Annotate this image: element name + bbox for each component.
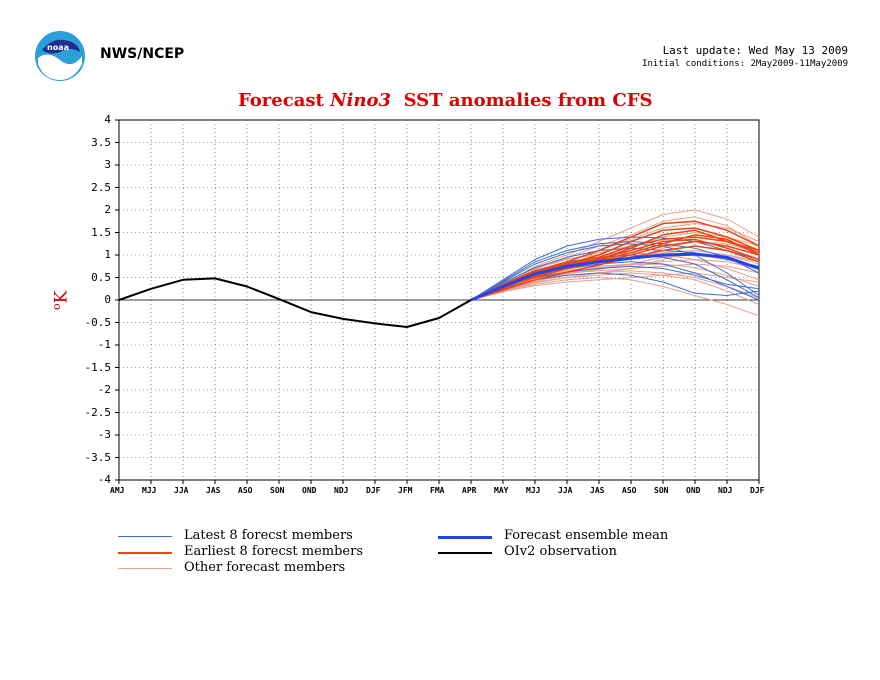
- y-tick-label: 3.5: [91, 135, 111, 149]
- earliest-member-line: [470, 234, 760, 301]
- x-tick-label: JJA: [558, 486, 573, 495]
- x-tick-label: AMJ: [110, 486, 125, 495]
- initial-conditions-text: Initial conditions: 2May2009-11May2009: [642, 59, 848, 69]
- earliest-member-line: [470, 236, 760, 301]
- noaa-logo: noaa: [34, 30, 86, 82]
- x-tick-label: OND: [302, 486, 317, 495]
- observation-line: [118, 277, 472, 328]
- latest-member-line: [470, 243, 760, 301]
- title-part2: SST anomalies from CFS: [403, 90, 653, 111]
- last-update-text: Last update: Wed May 13 2009: [662, 44, 848, 57]
- y-tick-label: 1.5: [91, 225, 111, 239]
- y-tick-label: 2: [104, 203, 111, 216]
- x-tick-label: NDJ: [718, 486, 733, 495]
- x-tick-label: ASO: [238, 486, 253, 495]
- y-tick-label: 2.5: [91, 180, 111, 194]
- y-tick-label: -0.5: [84, 315, 112, 329]
- title-italic: Nino3: [330, 90, 392, 111]
- organization-label: NWS/NCEP: [100, 46, 185, 62]
- legend-earliest-line: [118, 552, 172, 554]
- y-tick-label: -4: [97, 473, 111, 486]
- earliest-member-line: [470, 220, 760, 301]
- legend-earliest-label: Earliest 8 forecst members: [184, 544, 363, 559]
- y-tick-label: -2.5: [84, 405, 112, 419]
- legend-latest-line: [118, 536, 172, 537]
- x-tick-label: DJF: [750, 486, 765, 495]
- y-tick-label: -3: [97, 428, 111, 441]
- legend-other-label: Other forecast members: [184, 560, 346, 575]
- x-tick-label: JAS: [206, 486, 221, 495]
- x-tick-label: SON: [654, 486, 669, 495]
- x-tick-label: MJJ: [526, 486, 541, 495]
- y-tick-label: 0: [104, 293, 111, 306]
- x-tick-label: NDJ: [334, 486, 349, 495]
- legend-obs-label: OIv2 observation: [504, 544, 617, 559]
- legend-mean-line: [438, 536, 492, 539]
- y-tick-label: -2: [97, 383, 111, 396]
- x-tick-label: FMA: [430, 486, 445, 495]
- x-tick-label: MJJ: [142, 486, 157, 495]
- legend-latest-label: Latest 8 forecst members: [184, 528, 353, 543]
- y-tick-label: 1: [104, 248, 111, 261]
- x-tick-label: JJA: [174, 486, 189, 495]
- y-tick-label: -1: [97, 338, 111, 351]
- noaa-logo-text: noaa: [47, 43, 69, 52]
- y-tick-label: -3.5: [84, 450, 112, 464]
- legend-obs-line: [438, 552, 492, 554]
- x-tick-label: DJF: [366, 486, 381, 495]
- title-part1: Forecast: [238, 90, 324, 111]
- x-tick-label: APR: [462, 486, 477, 495]
- y-tick-label: 3: [104, 158, 111, 171]
- legend-mean-label: Forecast ensemble mean: [504, 528, 669, 543]
- chart-title: Forecast Nino3 SST anomalies from CFS: [238, 90, 652, 111]
- noaa-logo-icon: [35, 31, 85, 81]
- y-tick-label: 0.5: [91, 270, 111, 284]
- other-member-line: [470, 272, 760, 301]
- x-tick-label: ASO: [622, 486, 637, 495]
- x-tick-label: MAY: [494, 486, 509, 495]
- y-tick-label: 4: [104, 113, 111, 126]
- ensemble-mean-line: [470, 252, 760, 302]
- y-tick-label: -1.5: [84, 360, 112, 374]
- x-tick-label: SON: [270, 486, 285, 495]
- legend-other-line: [118, 568, 172, 569]
- latest-member-line: [470, 241, 760, 301]
- latest-member-line: [470, 236, 760, 301]
- x-tick-label: JFM: [398, 486, 413, 495]
- x-tick-label: JAS: [590, 486, 605, 495]
- x-tick-label: OND: [686, 486, 701, 495]
